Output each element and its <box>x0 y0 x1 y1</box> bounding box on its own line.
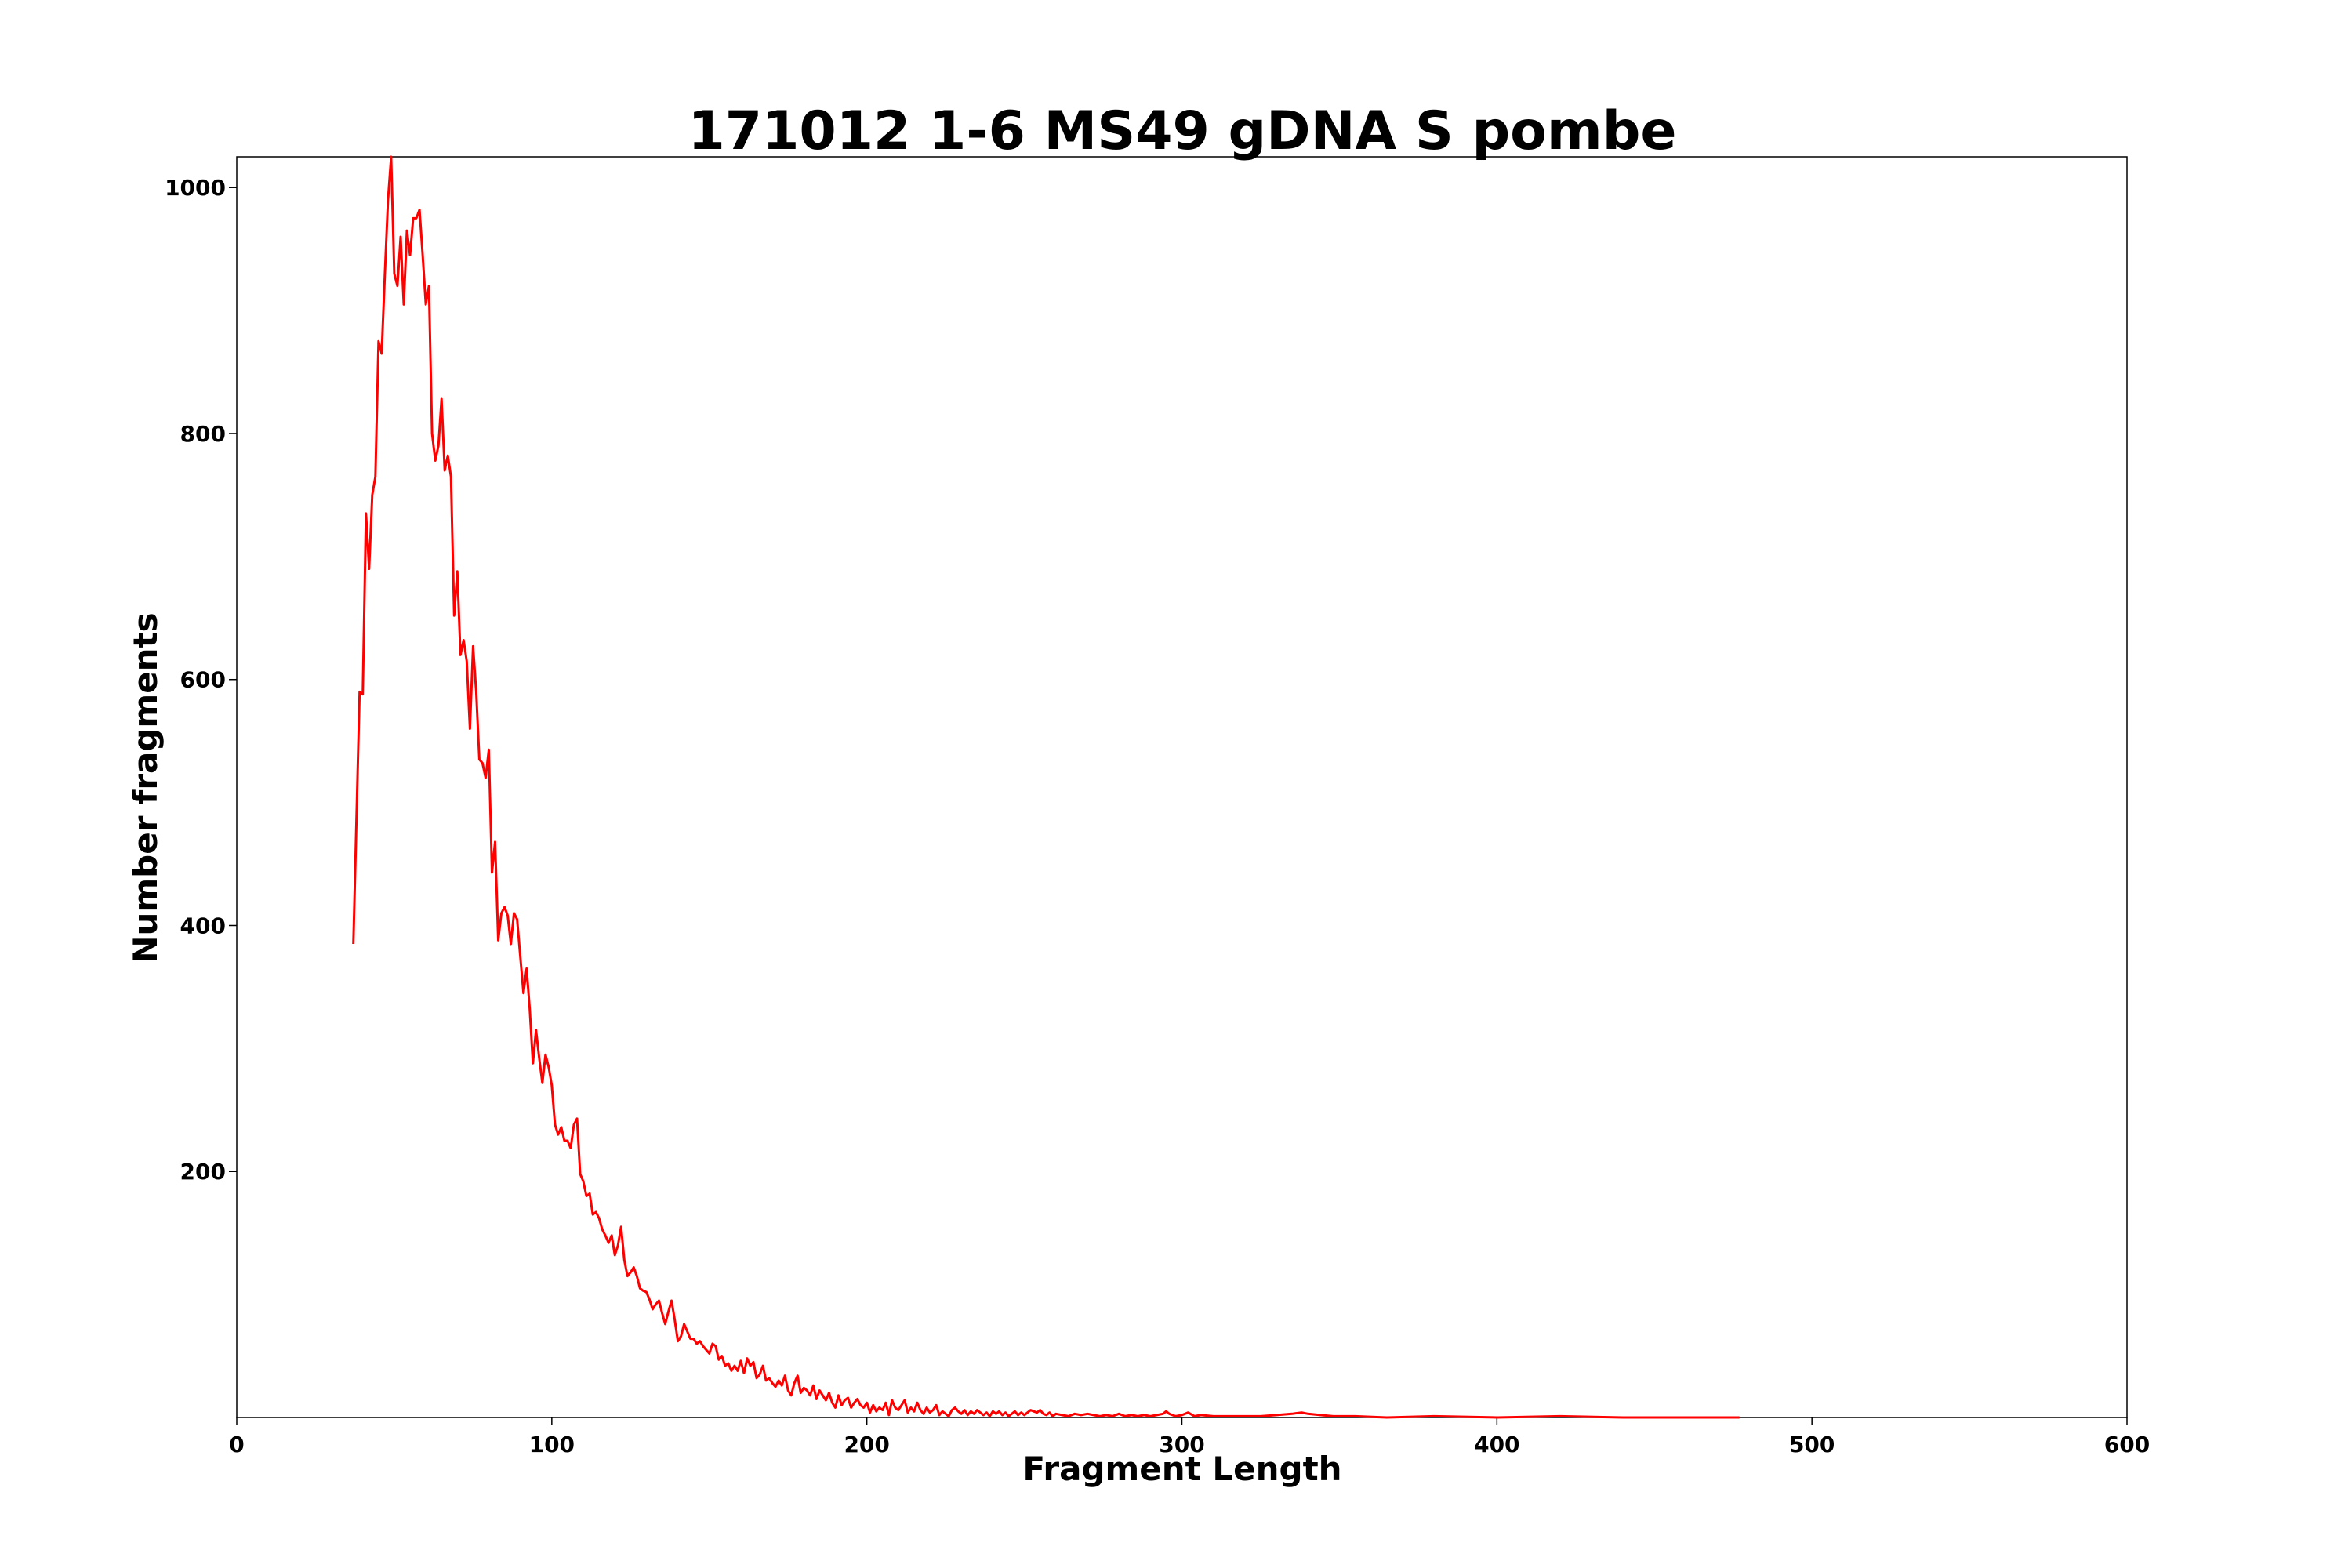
fragment-count-line <box>352 155 1740 1419</box>
x-tick-label: 0 <box>229 1432 244 1457</box>
y-tick-label: 1000 <box>165 175 226 201</box>
y-tick-label: 200 <box>180 1159 226 1185</box>
plot-area-frame <box>236 156 2128 1418</box>
series-layer <box>352 155 1740 1419</box>
x-tick-label: 200 <box>844 1432 889 1457</box>
x-tick-label: 400 <box>1474 1432 1519 1457</box>
y-tick-label: 400 <box>180 913 226 938</box>
x-axis-ticks: 0 100 200 300 400 500 600 <box>229 1417 2150 1457</box>
y-tick-label: 600 <box>180 667 226 693</box>
chart-title: 171012 1-6 MS49 gDNA S pombe <box>688 100 1676 162</box>
x-tick-label: 600 <box>2104 1432 2150 1457</box>
x-tick-label: 100 <box>529 1432 575 1457</box>
y-axis-ticks: 200 400 600 800 1000 <box>165 175 237 1185</box>
x-tick-label: 300 <box>1159 1432 1204 1457</box>
y-tick-label: 800 <box>180 421 226 447</box>
y-axis-label: Number fragments <box>126 612 165 963</box>
x-axis-label: Fragment Length <box>1022 1450 1341 1488</box>
x-tick-label: 500 <box>1789 1432 1835 1457</box>
